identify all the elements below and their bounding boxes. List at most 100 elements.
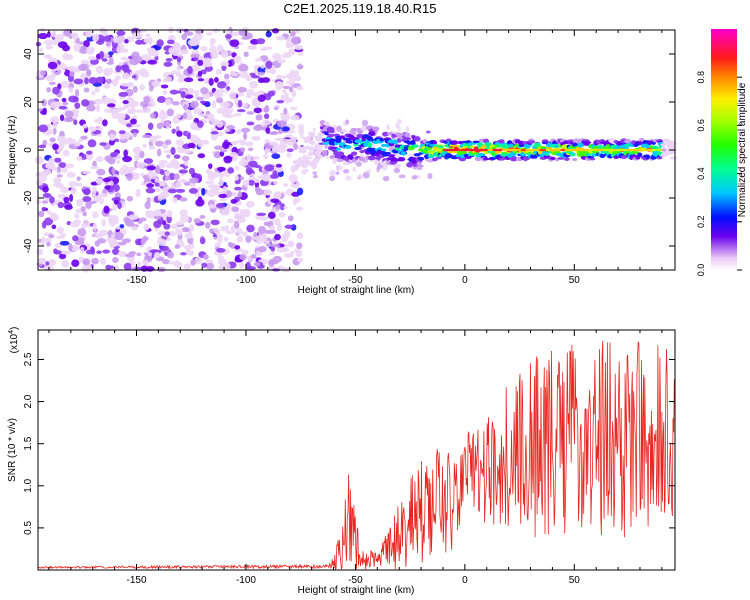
spectrogram-cell — [176, 56, 182, 63]
spectrogram-cell — [95, 104, 101, 112]
spectrogram-cell — [216, 44, 224, 53]
spectrogram-cell — [73, 119, 78, 126]
spectrogram-cell — [123, 149, 128, 158]
spectrogram-cell — [270, 198, 280, 204]
spectrogram-cell — [56, 135, 67, 143]
spectrogram-cell — [46, 241, 51, 247]
spectrogram-cell — [157, 238, 167, 247]
snr-xtick-label: -150 — [126, 575, 146, 586]
spectrogram-cell — [110, 151, 118, 158]
spectrogram-cell — [126, 172, 133, 181]
spectrogram-cell — [458, 157, 467, 162]
spectrogram-cell — [75, 182, 83, 187]
spectrogram-cell — [148, 85, 154, 92]
snr-ytick-label: 2.0 — [23, 394, 34, 408]
spectrogram-cell — [323, 121, 330, 126]
spectrogram-cell — [242, 132, 248, 141]
spectrogram-cell — [92, 223, 97, 230]
spectrogram-cell — [335, 147, 342, 151]
spectrogram-cell — [322, 141, 331, 145]
spectrogram-cell — [87, 56, 98, 61]
spectrogram-cell — [49, 81, 56, 86]
spectrogram-cell — [154, 140, 164, 147]
spectrogram-cell — [274, 81, 284, 89]
spectrogram-cell — [130, 118, 137, 125]
spectrogram-cell — [153, 220, 162, 229]
spectrogram-cell — [114, 75, 122, 81]
spectrogram-cell — [167, 251, 175, 259]
spectrogram-cell — [63, 117, 73, 123]
spectrogram-cell — [181, 155, 190, 162]
spectrogram-cell — [527, 140, 536, 144]
spectrogram-cell — [217, 167, 226, 172]
spectrogram-cell — [220, 101, 231, 108]
spectrogram-cell — [179, 179, 188, 183]
spectrogram-cell — [87, 139, 97, 148]
spectrogram-cell — [72, 235, 79, 242]
spectrogram-cell — [336, 151, 345, 157]
spectrogram-cell — [362, 171, 370, 179]
spectrogram-cell — [116, 159, 121, 164]
spectrogram-cell — [91, 257, 99, 265]
spectrogram-cell — [220, 50, 229, 59]
spectrogram-cell — [103, 35, 112, 42]
spectrogram-cell — [287, 240, 294, 248]
spectrogram-cell — [120, 82, 129, 87]
spectrogram-cell — [200, 87, 209, 95]
spectrogram-cell — [55, 34, 64, 42]
spectrogram-cell — [153, 209, 162, 218]
spectrogram-cell — [511, 148, 519, 152]
spectrogram-cell — [312, 174, 319, 179]
spectrogram-cell — [397, 157, 406, 162]
spectrogram-cell — [147, 101, 156, 108]
spectrogram-cell — [669, 142, 677, 146]
spectrogram-cell — [272, 244, 281, 248]
snr-multiplier-base: (x10 — [9, 333, 20, 353]
spectrogram-cell — [632, 151, 640, 155]
spectrogram-cell — [382, 175, 390, 182]
spectrogram-xtick-label: 0 — [462, 275, 468, 286]
spectrogram-cell — [199, 100, 206, 104]
spectrogram-cell — [122, 155, 133, 163]
spectrogram-cell — [267, 196, 273, 205]
snr-series-line — [37, 340, 675, 571]
spectrogram-cell — [246, 111, 255, 115]
spectrogram-cell — [91, 90, 96, 96]
spectrogram-cell — [295, 181, 301, 187]
spectrogram-cell — [325, 154, 329, 159]
spectrogram-cell — [379, 137, 384, 142]
spectrogram-cell — [230, 140, 239, 146]
spectrogram-cell — [154, 187, 160, 193]
spectrogram-cell — [179, 197, 188, 202]
spectrogram-cell — [324, 131, 329, 136]
spectrogram-cell — [84, 77, 89, 85]
spectrogram-cell — [187, 142, 195, 149]
spectrogram-cell — [116, 241, 127, 246]
spectrogram-cell — [46, 210, 52, 215]
spectrogram-cell — [257, 71, 265, 76]
spectrogram-cell — [294, 248, 299, 254]
spectrogram-cell — [197, 140, 204, 148]
spectrogram-cell — [171, 49, 180, 56]
spectrogram-cell — [607, 148, 615, 152]
spectrogram-cell — [83, 87, 90, 93]
spectrogram-cell — [175, 228, 184, 234]
spectrogram-cell — [105, 42, 111, 47]
spectrogram-cell — [71, 32, 79, 40]
spectrogram-cell — [236, 91, 245, 97]
spectrogram-cell — [61, 97, 67, 103]
spectrogram-cell — [166, 210, 173, 218]
spectrogram-cell — [43, 54, 51, 59]
spectrogram-cell — [275, 204, 281, 210]
spectrogram-cell — [58, 253, 67, 260]
colorbar-tick-label: 0.2 — [696, 216, 706, 229]
spectrogram-cell — [186, 109, 192, 115]
spectrogram-cell — [115, 65, 122, 73]
spectrogram-cell — [283, 107, 288, 115]
spectrogram-cell — [457, 140, 464, 145]
spectrogram-cell — [201, 262, 208, 268]
spectrogram-cell — [220, 225, 225, 232]
spectrogram-cell — [236, 109, 246, 113]
spectrogram-cell — [37, 210, 45, 218]
spectrogram-cell — [665, 148, 673, 152]
